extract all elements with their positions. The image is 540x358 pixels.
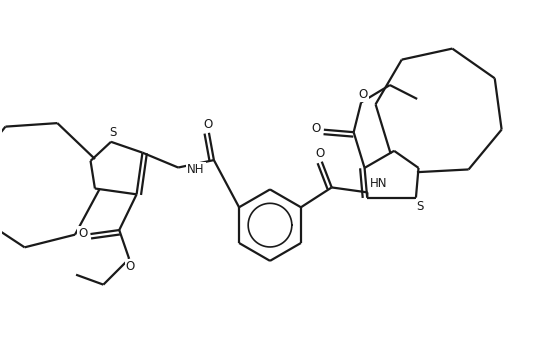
Text: HN: HN bbox=[370, 177, 387, 190]
Text: O: O bbox=[359, 88, 368, 101]
Text: NH: NH bbox=[187, 163, 205, 176]
Text: O: O bbox=[125, 260, 135, 273]
Text: O: O bbox=[78, 227, 87, 240]
Text: O: O bbox=[315, 147, 325, 160]
Text: S: S bbox=[416, 200, 423, 213]
Text: O: O bbox=[312, 122, 321, 135]
Text: S: S bbox=[109, 126, 117, 139]
Text: O: O bbox=[204, 118, 213, 131]
